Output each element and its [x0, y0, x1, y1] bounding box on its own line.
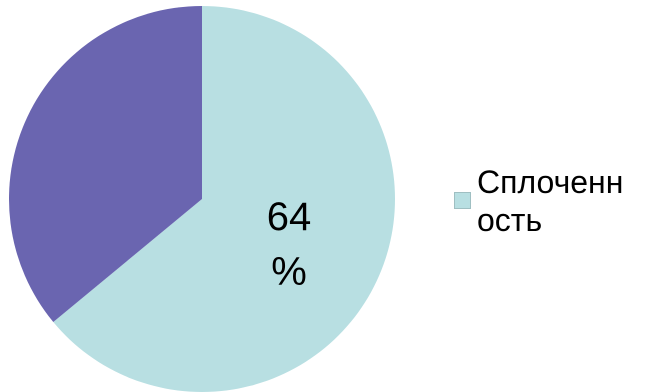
data-label-percent: % [271, 250, 307, 294]
legend-label-cohesion: Сплоченн ость [477, 164, 624, 238]
data-label-value: 64 [267, 195, 312, 239]
pie-slice-0 [53, 6, 395, 392]
legend-swatch-cohesion [454, 192, 471, 209]
pie-slice-1 [9, 6, 203, 323]
pie-slices [9, 6, 395, 392]
legend: Сплоченн ость [454, 163, 647, 239]
